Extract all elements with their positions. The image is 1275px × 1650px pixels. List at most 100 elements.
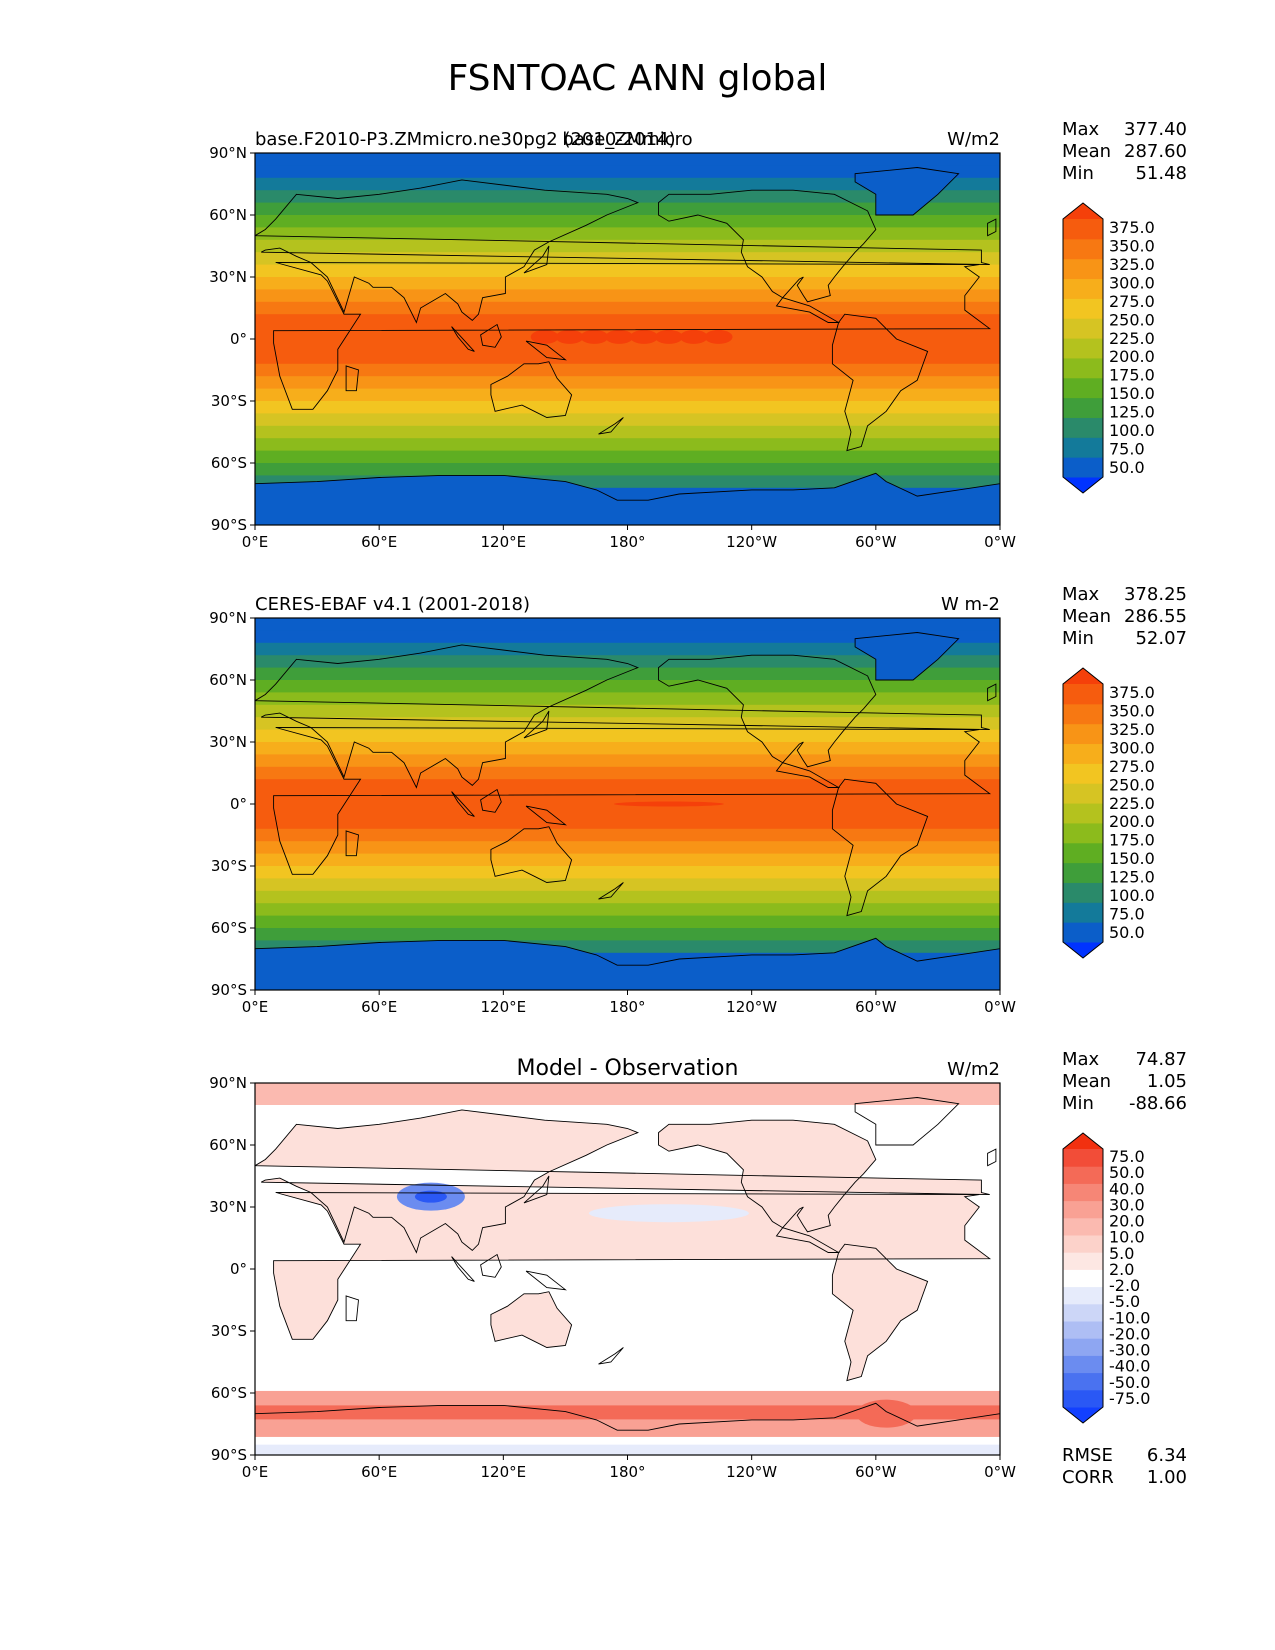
lon-tick-label: 60°W [855, 998, 897, 1016]
field-band [255, 215, 1000, 229]
stat-value: 52.07 [1135, 628, 1187, 649]
colorbar-level-label: 200.0 [1109, 347, 1155, 366]
field-band [255, 289, 1000, 303]
colorbar-level-label: 275.0 [1109, 292, 1155, 311]
stat-name: Max [1062, 119, 1100, 140]
coastline [255, 472, 1000, 525]
lat-tick-label: 30°S [211, 1322, 247, 1340]
colorbar-level-label: 325.0 [1109, 255, 1155, 274]
greenland-fill [855, 632, 959, 680]
coastline [854, 632, 960, 681]
colorbar-segment [1063, 723, 1103, 745]
map-field [255, 1083, 1000, 1455]
colorbar-level-label: 225.0 [1109, 794, 1155, 813]
colorbar-level-label: 300.0 [1109, 739, 1155, 758]
coastline [831, 1243, 929, 1382]
field-band [255, 779, 1000, 793]
lon-tick-label: 0°W [984, 1463, 1016, 1481]
lon-tick-label: 0°W [984, 533, 1016, 551]
colorbar-outline [1062, 1132, 1104, 1424]
lat-tick-label: 90°S [211, 516, 247, 534]
colorbar-level-label: 75.0 [1109, 439, 1145, 458]
colorbar-segment [1063, 1303, 1103, 1322]
field-band [255, 928, 1000, 942]
coastline [345, 1295, 359, 1322]
field-band [255, 903, 1000, 917]
coastline [523, 710, 550, 739]
colorbar-extend-high [1063, 203, 1103, 219]
colorbar-level-label: 150.0 [1109, 849, 1155, 868]
colorbar-segment [1063, 862, 1103, 883]
lon-tick-label: 60°W [855, 1463, 897, 1481]
stat-name: Min [1062, 1093, 1094, 1114]
colorbar-extend-low [1063, 477, 1103, 493]
coastline [854, 167, 960, 216]
colorbar-segment [1063, 1252, 1103, 1270]
field-band [255, 413, 1000, 427]
colorbar-level-label: 75.0 [1109, 904, 1145, 923]
coastline [598, 1347, 624, 1365]
field-band [255, 742, 1000, 756]
coastline [255, 937, 1000, 990]
warm-pool-blob [654, 329, 683, 344]
lat-tick-label: 90°N [209, 1074, 247, 1092]
lat-tick-label: 0° [230, 330, 247, 348]
colorbar-segment [1063, 1389, 1103, 1408]
coastline [490, 1291, 573, 1348]
colorbar-extend-high [1063, 1133, 1103, 1149]
stat-name: Min [1062, 163, 1094, 184]
coastline [987, 683, 997, 702]
field-band [255, 692, 1000, 706]
colorbar-outline [1062, 202, 1104, 494]
coastline [658, 189, 877, 323]
field-band [255, 878, 1000, 892]
coastline [598, 417, 624, 435]
field-band [255, 828, 1000, 842]
coastline [854, 1097, 960, 1146]
colorbar-segment [1063, 298, 1103, 319]
panel-center-label: base_ZMmicro [562, 129, 692, 150]
field-band [255, 890, 1000, 904]
panel-svg: 90°N 60°N 30°N 0° 30°S 60°S 90°S0°E 60°E 120°E 18… [209, 584, 1187, 1016]
colorbar-level-label: 5.0 [1109, 1244, 1134, 1263]
lon-tick-label: 0°W [984, 998, 1016, 1016]
colorbar-segment [1063, 763, 1103, 784]
field-band [255, 153, 1000, 167]
coastline [451, 1256, 475, 1282]
coastline [480, 788, 502, 813]
colorbar-extend-low [1063, 1407, 1103, 1423]
colorbar-segment [1063, 1183, 1103, 1202]
coastline [255, 179, 990, 324]
colorbar-segment [1063, 1269, 1103, 1288]
map-field [255, 618, 1000, 990]
lon-tick-label: 120°E [481, 533, 527, 551]
colorbar-level-label: 20.0 [1109, 1212, 1145, 1231]
map-area: 90°N 60°N 30°N 0° 30°S 60°S 90°S0°E 60°E 120°E 18… [209, 1049, 1187, 1488]
coastline [525, 1270, 567, 1291]
colorbar-extend-low [1063, 942, 1103, 958]
lon-tick-label: 120°W [726, 1463, 777, 1481]
panel-left-label: CERES-EBAF v4.1 (2001-2018) [255, 594, 530, 615]
coastline [987, 1148, 997, 1167]
colorbar-level-label: 275.0 [1109, 757, 1155, 776]
field-band [255, 667, 1000, 681]
lat-tick-label: 30°N [209, 733, 247, 751]
colorbar: 375.0350.0325.0300.0275.0250.0225.0200.0… [1062, 667, 1155, 959]
colorbar-level-label: 2.0 [1109, 1260, 1134, 1279]
map-area: 90°N 60°N 30°N 0° 30°S 60°S 90°S0°E 60°E 120°E 18… [209, 584, 1187, 1016]
colorbar-segment [1063, 377, 1103, 399]
lon-tick-label: 60°E [361, 998, 397, 1016]
coastline [490, 361, 573, 418]
stat-value: 377.40 [1124, 119, 1187, 140]
coastline [345, 830, 359, 857]
colorbar-level-label: 30.0 [1109, 1195, 1145, 1214]
lat-tick-label: 60°S [211, 1384, 247, 1402]
panel-test: 90°N 60°N 30°N 0° 30°S 60°S 90°S 0°E 60°E 120°E 18… [0, 118, 1275, 588]
field-band [255, 853, 1000, 867]
colorbar-segment [1063, 1200, 1103, 1219]
stat-name: Max [1062, 1049, 1100, 1070]
field-band [255, 425, 1000, 439]
field-band [255, 438, 1000, 452]
colorbar-level-label: -10.0 [1109, 1308, 1150, 1327]
panel-difference: 90°N 60°N 30°N 0° 30°S 60°S 90°S 0°E 60°E 120°E 18… [0, 1048, 1275, 1518]
